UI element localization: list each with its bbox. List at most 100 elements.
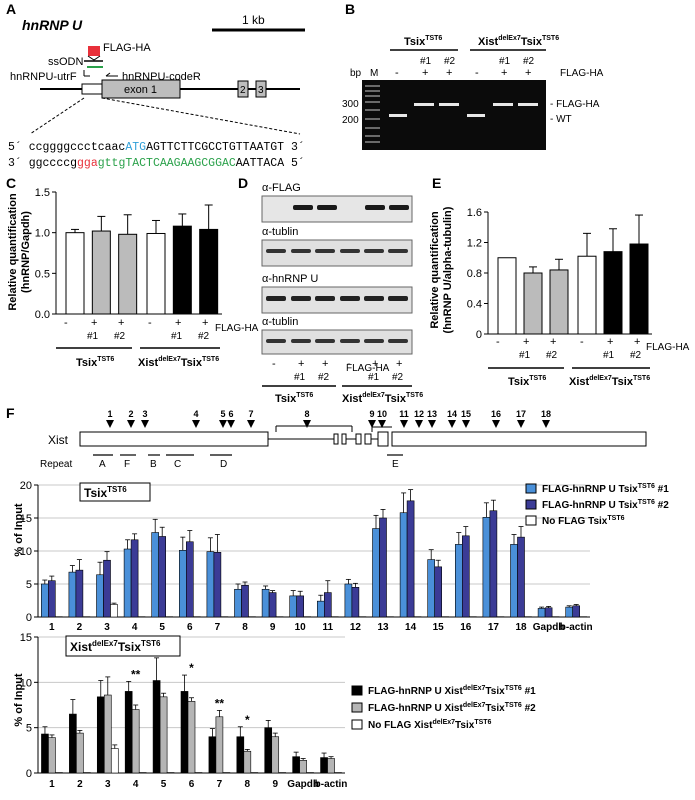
y-tick-label: 5 bbox=[26, 723, 32, 735]
primer-marker bbox=[141, 420, 149, 428]
primer-number: 10 bbox=[377, 409, 387, 419]
svg-text:#1: #1 bbox=[368, 372, 380, 383]
svg-text:#1: #1 bbox=[420, 56, 432, 67]
svg-text:+: + bbox=[298, 358, 304, 370]
bar bbox=[222, 772, 231, 774]
bar bbox=[159, 696, 168, 774]
svg-text:#1: #1 bbox=[87, 331, 99, 342]
bar bbox=[199, 228, 219, 315]
primer-f-label: hnRNPU-utrF bbox=[10, 71, 77, 83]
primer-marker bbox=[400, 420, 408, 428]
primer-number: 12 bbox=[414, 409, 424, 419]
primer-marker bbox=[378, 420, 386, 428]
x-tick-label: 13 bbox=[377, 622, 389, 633]
bar bbox=[194, 772, 203, 774]
exon3-label: 3 bbox=[258, 85, 264, 96]
bar bbox=[413, 616, 422, 618]
svg-text:#2: #2 bbox=[523, 56, 535, 67]
svg-text:+: + bbox=[446, 67, 452, 79]
bar bbox=[75, 569, 84, 618]
panel-c: C Relative quantification (hnRNP/Gapdh) … bbox=[6, 175, 259, 369]
svg-text:B: B bbox=[150, 459, 157, 470]
gel-sample-bands bbox=[389, 103, 538, 117]
bar bbox=[327, 758, 335, 774]
bar bbox=[68, 571, 77, 618]
e-ylabel-2: (hnRNP U/alpha-tubulin) bbox=[442, 206, 454, 333]
band-flag-label: - FLAG-HA bbox=[550, 99, 600, 110]
bar bbox=[497, 257, 517, 335]
bar bbox=[110, 604, 118, 618]
primer-number: 17 bbox=[516, 409, 526, 419]
svg-text:No FLAG XistdelEx7TsixTST6: No FLAG XistdelEx7TsixTST6 bbox=[368, 719, 492, 731]
svg-text:-: - bbox=[580, 336, 584, 348]
exon3-box bbox=[255, 80, 267, 98]
bar bbox=[323, 592, 332, 618]
svg-text:FLAG-hnRNP U XistdelEx7TsixTST: FLAG-hnRNP U XistdelEx7TsixTST6 #2 bbox=[368, 702, 536, 714]
f-top-titlebox bbox=[79, 482, 151, 502]
bar bbox=[482, 517, 491, 618]
svg-text:300: 300 bbox=[342, 99, 359, 110]
bar bbox=[166, 772, 175, 774]
blot4-label: α-tublin bbox=[262, 316, 298, 328]
y-tick-label: 1.2 bbox=[467, 238, 482, 250]
blot1-label: α-FLAG bbox=[262, 182, 301, 194]
panel-f: F Xist 1 2 3 4 5 6 7 8 9 10 11 12 13 14 15 16 17 18 Repea… bbox=[6, 405, 669, 790]
repeat-label: Repeat bbox=[40, 459, 72, 470]
x-tick-label: 1 bbox=[49, 779, 55, 790]
svg-text:#2: #2 bbox=[546, 350, 558, 361]
svg-text:C: C bbox=[174, 459, 181, 470]
x-tick-label: 9 bbox=[272, 779, 278, 790]
x-tick-label: 1 bbox=[49, 622, 55, 633]
x-tick-label: 3 bbox=[104, 622, 110, 633]
primer-number: 2 bbox=[128, 409, 133, 419]
x-tick-label: 8 bbox=[242, 622, 248, 633]
zoom-line-left bbox=[29, 97, 85, 135]
primer-marker bbox=[415, 420, 423, 428]
group-xist: XistdelEx7TsixTST6 bbox=[478, 35, 559, 48]
bar bbox=[41, 733, 49, 774]
bar bbox=[146, 232, 166, 315]
bar bbox=[306, 772, 314, 774]
svg-text:#2: #2 bbox=[198, 331, 210, 342]
svg-text:FLAG-HA: FLAG-HA bbox=[646, 342, 690, 353]
bar bbox=[241, 585, 249, 618]
svg-text:#1: #1 bbox=[294, 372, 306, 383]
bar bbox=[372, 528, 380, 618]
y-tick-label: 15 bbox=[20, 632, 32, 644]
primer-marker bbox=[428, 420, 436, 428]
bar bbox=[544, 607, 553, 618]
panel-d: D α-FLAG α-tublin α-hnRNP U α-tublin - +… bbox=[238, 175, 423, 405]
svg-text:+: + bbox=[322, 358, 328, 370]
bar bbox=[151, 532, 159, 618]
bar bbox=[236, 736, 245, 774]
bar bbox=[278, 772, 287, 774]
primer-marker bbox=[517, 420, 525, 428]
svg-text:bp: bp bbox=[350, 68, 362, 79]
ladder-bands bbox=[365, 85, 380, 143]
svg-text:+: + bbox=[634, 336, 640, 348]
bar bbox=[299, 760, 307, 774]
svg-text:F: F bbox=[124, 459, 130, 470]
bar bbox=[344, 583, 353, 618]
y-tick-label: 15 bbox=[20, 513, 32, 525]
bar bbox=[123, 548, 132, 618]
x-tick-label: b-actin bbox=[315, 779, 348, 790]
d-xlabels: - + + - + + #1 #2 #1 #2 FLAG-HA bbox=[272, 358, 404, 383]
bar bbox=[48, 737, 56, 774]
panel-a-title: hnRNP U bbox=[22, 17, 83, 33]
bar bbox=[351, 586, 360, 618]
bar bbox=[577, 255, 597, 335]
bar bbox=[215, 716, 224, 774]
bar bbox=[110, 748, 119, 774]
bar bbox=[316, 600, 325, 618]
svg-text:+: + bbox=[501, 67, 507, 79]
bar bbox=[261, 588, 270, 618]
bar bbox=[510, 544, 518, 618]
chart-e: 0 0.4 0.8 1.2 1.6 bbox=[467, 207, 652, 341]
bar bbox=[47, 580, 56, 618]
blot3-label: α-hnRNP U bbox=[262, 273, 318, 285]
exon1-box bbox=[101, 79, 181, 99]
svg-text:#1: #1 bbox=[603, 350, 615, 361]
exon2-label: 2 bbox=[240, 85, 246, 96]
bar bbox=[271, 736, 280, 774]
